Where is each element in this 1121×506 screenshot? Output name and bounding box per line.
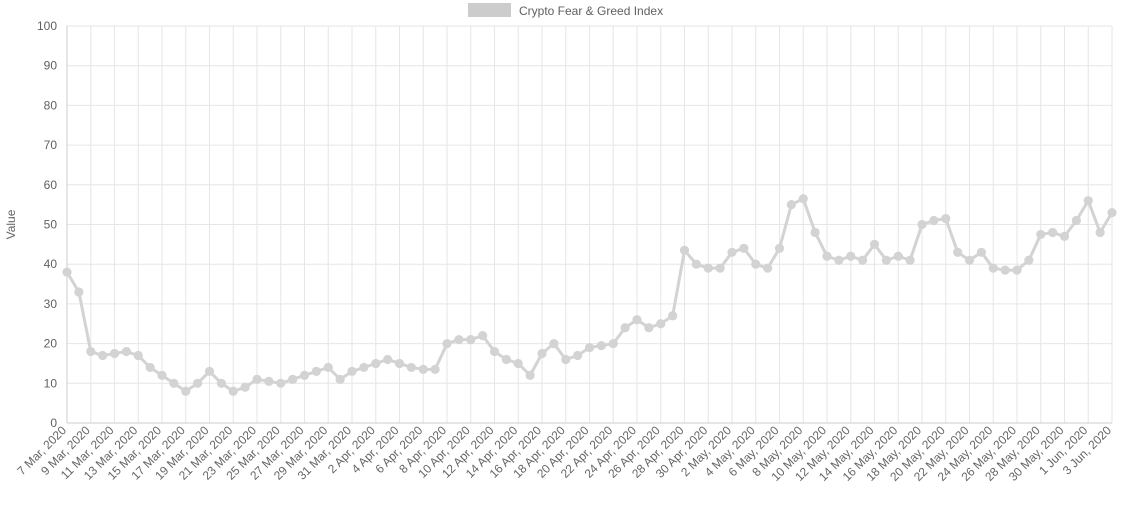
svg-text:20: 20 xyxy=(44,337,58,351)
svg-text:10: 10 xyxy=(44,376,58,390)
svg-text:100: 100 xyxy=(37,19,57,33)
svg-text:40: 40 xyxy=(44,257,58,271)
svg-text:90: 90 xyxy=(44,59,58,73)
svg-text:Value: Value xyxy=(4,209,18,239)
svg-text:50: 50 xyxy=(44,218,58,232)
svg-text:Crypto Fear & Greed Index: Crypto Fear & Greed Index xyxy=(519,4,663,18)
svg-text:70: 70 xyxy=(44,138,58,152)
svg-text:30: 30 xyxy=(44,297,58,311)
svg-text:60: 60 xyxy=(44,178,58,192)
svg-text:80: 80 xyxy=(44,98,58,112)
